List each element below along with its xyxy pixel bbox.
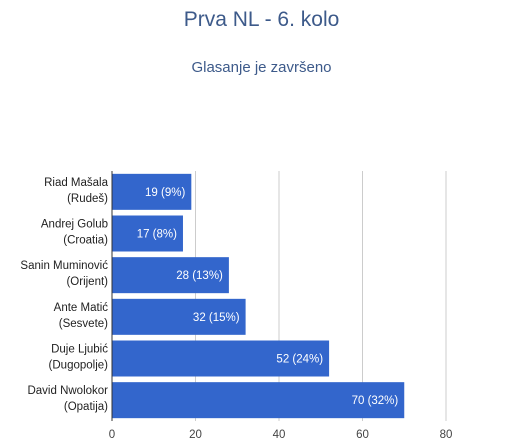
category-label-club: (Opatija) [64, 401, 108, 413]
bar [112, 173, 192, 210]
bar [112, 340, 330, 377]
category-label-club: (Orijent) [66, 276, 108, 288]
bar [112, 257, 229, 294]
x-tick-label: 20 [189, 429, 202, 441]
data-label: 19 (9%) [145, 187, 185, 199]
category-label-name: Duje Ljubić [51, 344, 108, 356]
data-label: 17 (8%) [137, 229, 177, 241]
category-label-name: Andrej Golub [41, 219, 108, 231]
category-label-club: (Croatia) [63, 235, 108, 247]
category-label-club: (Sesvete) [59, 318, 108, 330]
data-label: 52 (24%) [276, 354, 323, 366]
data-label: 28 (13%) [176, 270, 223, 282]
chart-subtitle: Glasanje je završeno [191, 59, 332, 76]
category-label-name: Ante Matić [54, 302, 109, 314]
x-tick-label: 40 [273, 429, 286, 441]
bar [112, 382, 405, 419]
chart-title: Prva NL - 6. kolo [183, 8, 340, 31]
data-label: 32 (15%) [193, 312, 240, 324]
category-label-club: (Rudeš) [67, 193, 108, 205]
category-label-name: Sanin Muminović [20, 260, 108, 272]
bar [112, 298, 246, 335]
category-label-name: David Nwolokor [27, 385, 108, 397]
x-tick-label: 80 [440, 429, 453, 441]
category-label-club: (Dugopolje) [49, 360, 109, 372]
category-label-name: Riad Mašala [44, 177, 109, 189]
x-tick-label: 0 [109, 429, 115, 441]
bar [112, 215, 183, 252]
data-label: 70 (32%) [352, 395, 399, 407]
x-tick-label: 60 [356, 429, 369, 441]
